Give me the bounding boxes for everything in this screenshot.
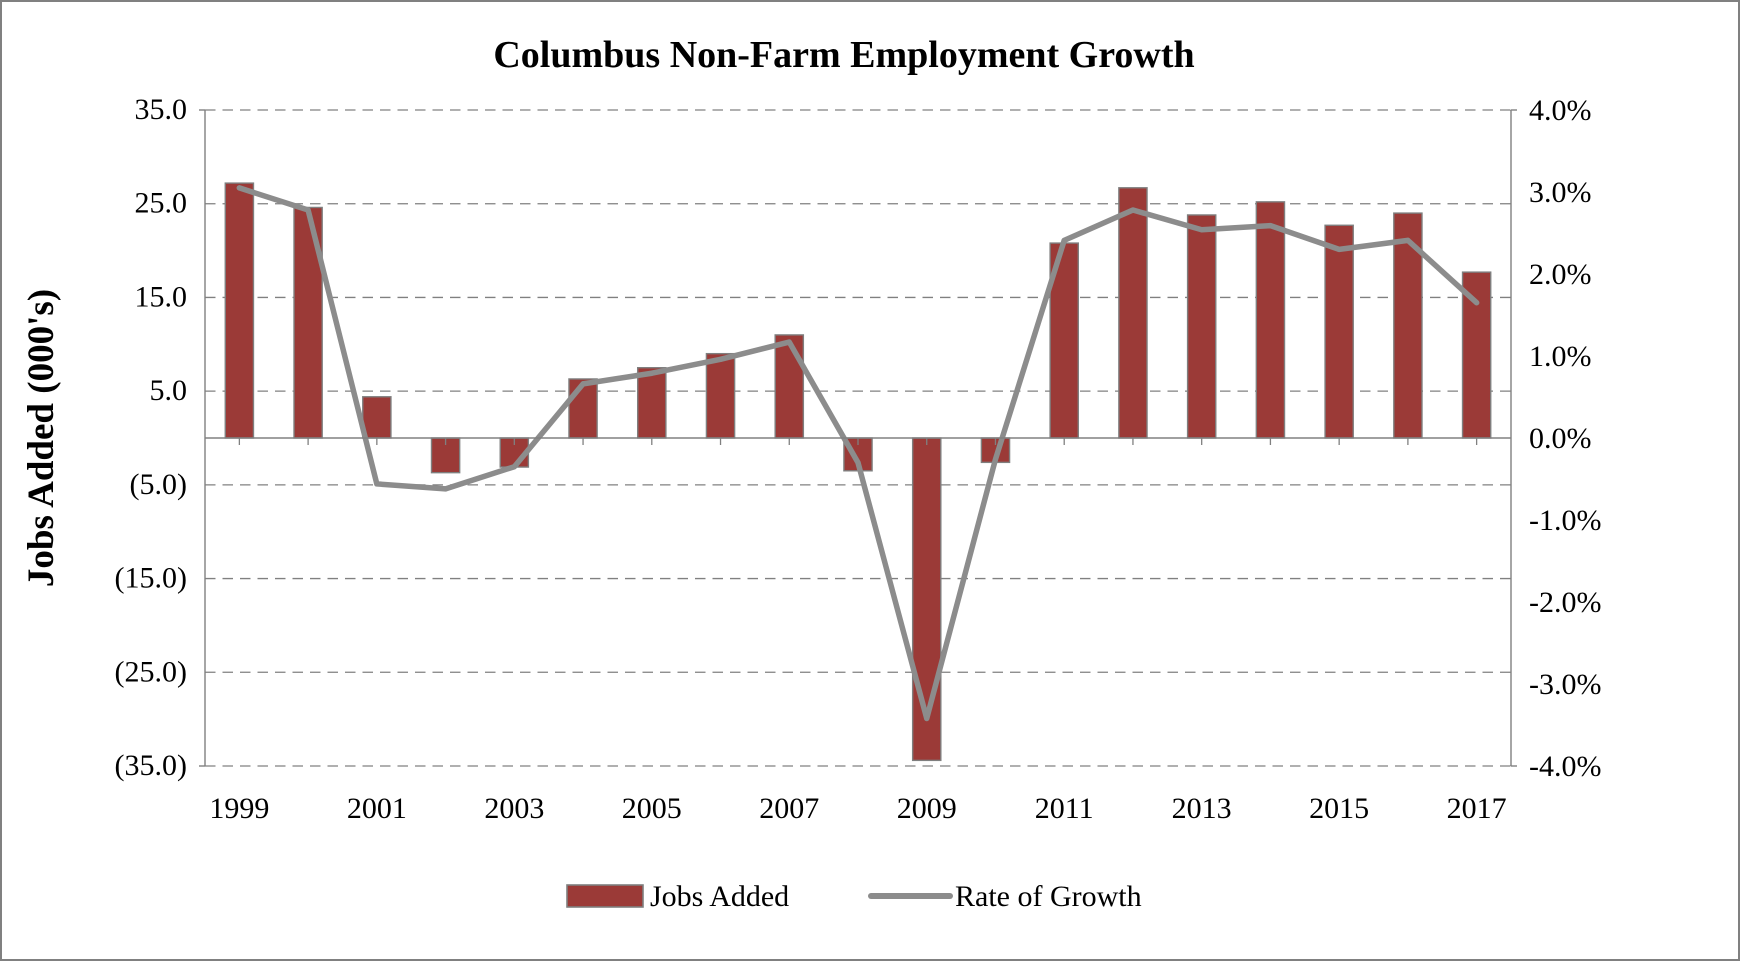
svg-text:Columbus Non-Farm Employment G: Columbus Non-Farm Employment Growth [493,34,1194,76]
svg-text:2011: 2011 [1035,792,1094,825]
svg-text:2017: 2017 [1447,792,1507,825]
svg-text:-2.0%: -2.0% [1529,586,1601,619]
svg-text:2015: 2015 [1309,792,1369,825]
svg-text:1.0%: 1.0% [1529,340,1592,373]
svg-text:2009: 2009 [897,792,957,825]
svg-text:2005: 2005 [622,792,682,825]
svg-text:(5.0): (5.0) [130,468,187,501]
svg-text:4.0%: 4.0% [1529,94,1592,127]
svg-text:35.0: 35.0 [135,93,188,126]
svg-text:(15.0): (15.0) [115,562,187,595]
svg-text:15.0: 15.0 [135,280,188,313]
svg-text:-4.0%: -4.0% [1529,750,1601,783]
svg-text:Jobs Added: Jobs Added [650,880,789,913]
svg-text:-1.0%: -1.0% [1529,504,1601,537]
svg-text:(35.0): (35.0) [115,749,187,782]
svg-text:25.0: 25.0 [135,187,188,220]
svg-text:Jobs Added (000's): Jobs Added (000's) [21,289,62,587]
svg-text:-3.0%: -3.0% [1529,668,1601,701]
svg-text:0.0%: 0.0% [1529,422,1592,455]
svg-text:2013: 2013 [1172,792,1232,825]
svg-text:3.0%: 3.0% [1529,176,1592,209]
svg-text:2001: 2001 [347,792,407,825]
svg-text:Rate of Growth: Rate of Growth [955,880,1142,913]
svg-text:1999: 1999 [209,792,269,825]
svg-text:(25.0): (25.0) [115,655,187,688]
svg-text:5.0: 5.0 [150,374,188,407]
svg-text:2003: 2003 [484,792,544,825]
svg-text:2007: 2007 [759,792,819,825]
svg-text:2.0%: 2.0% [1529,258,1592,291]
